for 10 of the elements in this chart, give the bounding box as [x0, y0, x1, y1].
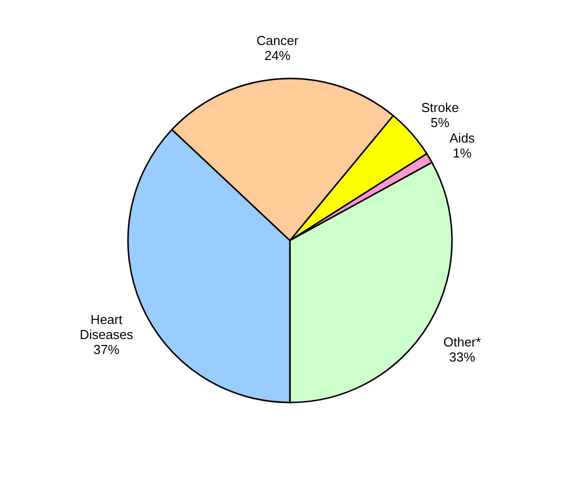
- data-label: 24%: [264, 48, 291, 63]
- slice-label: Cancer: [256, 32, 300, 48]
- slice-label: Other*: [443, 334, 481, 350]
- slice-label: Stroke: [421, 100, 459, 116]
- data-label: 1%: [452, 146, 472, 161]
- slice-label: Aids: [450, 130, 476, 146]
- slice-label: Heart Diseases: [80, 312, 134, 342]
- data-label: 5%: [430, 115, 450, 130]
- data-label: 37%: [93, 342, 120, 357]
- data-label: 33%: [449, 349, 476, 364]
